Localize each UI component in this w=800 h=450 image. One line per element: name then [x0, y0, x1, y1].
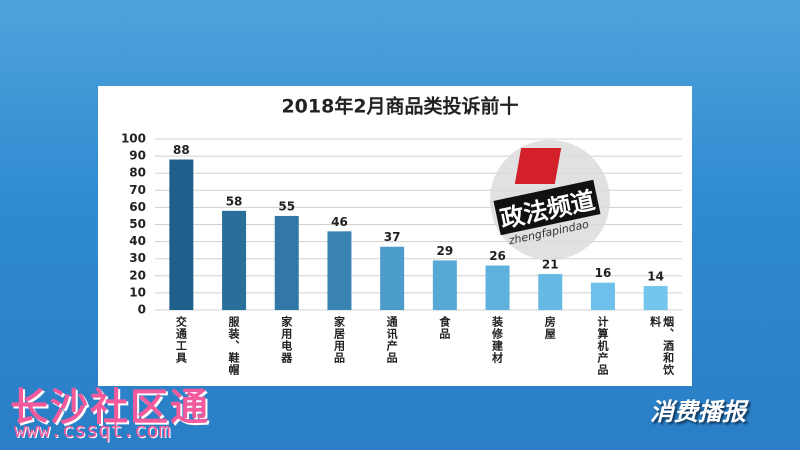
value-label: 29 [436, 244, 453, 258]
bar [222, 210, 247, 310]
bar [485, 265, 510, 310]
chart-title: 2018年2月商品类投诉前十 [281, 95, 518, 118]
x-tick-label: 通讯产品 [385, 316, 399, 364]
x-tick-label: 服装、鞋帽 [227, 316, 241, 376]
y-tick-label: 40 [129, 234, 146, 248]
x-tick-label: 家用电器 [279, 316, 293, 364]
logo-badge: 政法频道 zhengfapindao [490, 140, 610, 260]
value-label: 55 [278, 199, 295, 213]
y-tick-label: 80 [129, 166, 146, 180]
x-tick-label: 家居用品 [332, 316, 346, 364]
program-logo: 消费播报 [650, 398, 746, 426]
value-label: 88 [173, 143, 190, 157]
bar [274, 215, 299, 310]
bar [380, 246, 405, 310]
value-label: 46 [331, 215, 348, 229]
value-label: 37 [384, 230, 401, 244]
value-label: 58 [226, 194, 243, 208]
value-label: 16 [595, 266, 612, 280]
logo-icon [514, 148, 562, 184]
bar [169, 159, 194, 310]
y-tick-label: 0 [138, 303, 146, 317]
bar [327, 231, 352, 310]
y-tick-label: 60 [129, 200, 146, 214]
bar [643, 286, 668, 310]
y-tick-label: 50 [129, 217, 146, 231]
y-tick-label: 10 [129, 285, 146, 299]
bar [538, 274, 563, 310]
value-label: 21 [542, 258, 559, 272]
value-label: 14 [647, 270, 664, 284]
y-tick-label: 30 [129, 251, 146, 265]
x-tick-label: 食品 [437, 316, 451, 340]
x-tick-label: 烟、酒和饮料 [648, 316, 675, 376]
x-tick-label: 交通工具 [174, 316, 188, 364]
bar [590, 282, 615, 310]
x-tick-label: 装修建材 [490, 316, 504, 364]
x-tick-label: 计算机产品 [595, 316, 609, 376]
y-tick-label: 70 [129, 183, 146, 197]
watermark-url: www.cssqt.com [14, 418, 171, 442]
x-tick-label: 房屋 [543, 316, 557, 340]
y-tick-label: 100 [121, 132, 146, 146]
bar [432, 260, 457, 310]
watermark: 长沙社区通 [10, 385, 211, 429]
y-tick-label: 20 [129, 268, 146, 282]
y-tick-label: 90 [129, 149, 146, 163]
value-label: 26 [489, 249, 506, 263]
